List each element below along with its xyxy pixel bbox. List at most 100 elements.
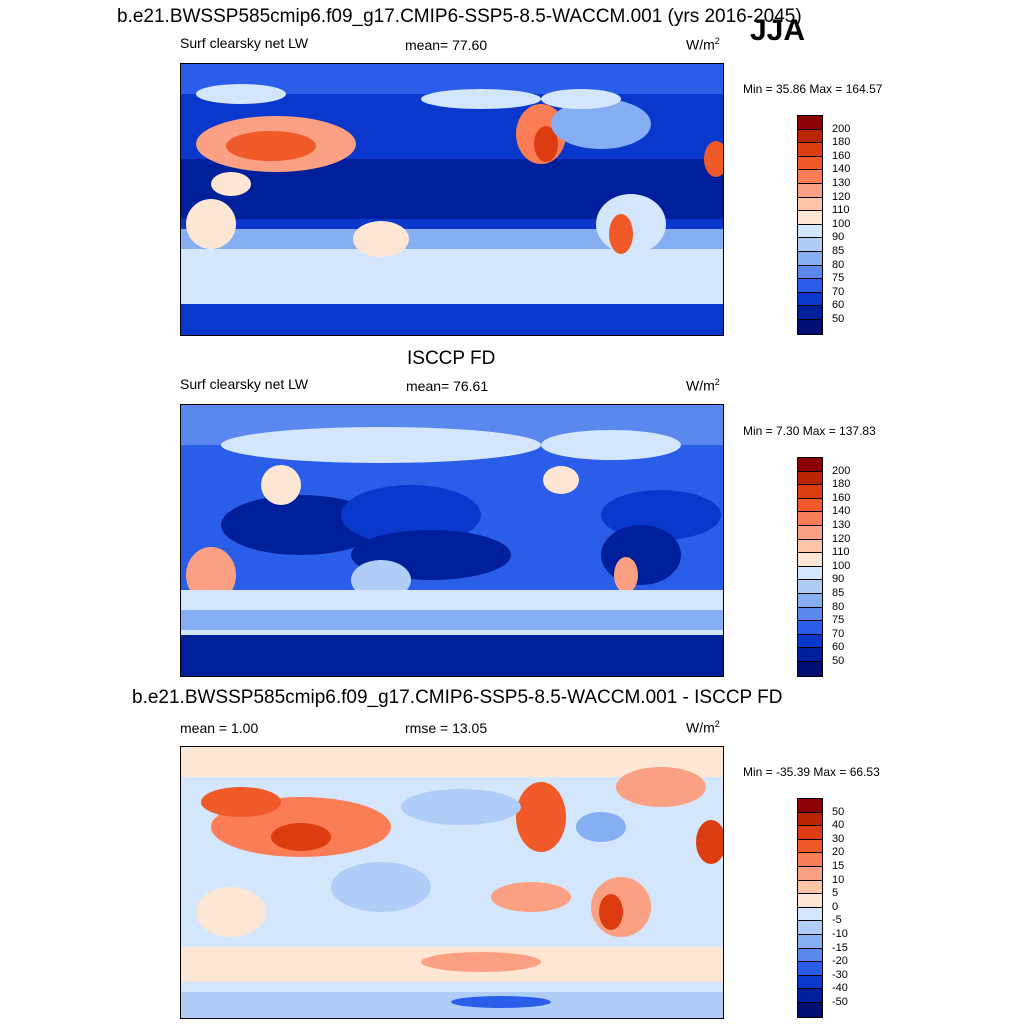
colorbar-swatch <box>798 498 822 513</box>
colorbar-tick-label: -5 <box>832 914 842 927</box>
colorbar-swatch <box>798 921 822 935</box>
colorbar-tick-label: 160 <box>832 149 851 162</box>
colorbar-tick-label: 100 <box>832 217 851 230</box>
colorbar-swatch <box>798 539 822 554</box>
panel2-map <box>180 404 724 677</box>
colorbar-swatch <box>798 934 822 949</box>
colorbar-tick-label: 50 <box>832 655 845 667</box>
colorbar-tick-label: 200 <box>832 122 851 135</box>
colorbar-swatch <box>798 566 822 581</box>
colorbar-tick-label: 160 <box>832 491 851 504</box>
panel1-units: W/m2 <box>686 36 720 53</box>
colorbar-swatch <box>798 129 822 144</box>
colorbar-tick-label: -30 <box>832 968 848 981</box>
colorbar-tick-label: 85 <box>832 245 845 257</box>
colorbar-swatch <box>798 948 822 963</box>
colorbar-tick-label: 60 <box>832 299 845 312</box>
colorbar-tick-label: -10 <box>832 928 848 940</box>
colorbar-swatch <box>798 880 822 895</box>
colorbar-swatch <box>798 485 822 499</box>
panel2-mean: mean= 76.61 <box>406 378 489 394</box>
colorbar-tick-label: 70 <box>832 285 845 298</box>
colorbar-swatch <box>798 621 822 635</box>
panel3-rmse: rmse = 13.05 <box>405 720 488 736</box>
colorbar-swatch <box>798 458 822 472</box>
colorbar-swatch <box>798 826 822 840</box>
colorbar-tick-label: 50 <box>832 805 845 818</box>
colorbar-tick-label: 15 <box>832 860 845 872</box>
colorbar-tick-label: 130 <box>832 519 851 531</box>
colorbar-tick-label: 140 <box>832 163 851 176</box>
colorbar-tick-label: 90 <box>832 231 845 244</box>
panel1-colorbar <box>797 115 823 335</box>
colorbar-swatch <box>798 319 822 334</box>
colorbar-tick-label: 200 <box>832 464 851 477</box>
colorbar-tick-label: 30 <box>832 832 845 845</box>
colorbar-swatch <box>798 853 822 867</box>
panel3-colorbar <box>797 798 823 1018</box>
panel1-title: b.e21.BWSSP585cmip6.f09_g17.CMIP6-SSP5-8… <box>117 6 802 27</box>
colorbar-swatch <box>798 197 822 212</box>
colorbar-swatch <box>798 648 822 662</box>
colorbar-tick-label: 5 <box>832 887 839 900</box>
colorbar-swatch <box>798 962 822 976</box>
panel2-units: W/m2 <box>686 377 720 394</box>
colorbar-swatch <box>798 471 822 486</box>
colorbar-swatch <box>798 975 822 990</box>
colorbar-tick-label: -20 <box>832 955 848 968</box>
colorbar-swatch <box>798 553 822 567</box>
colorbar-tick-label: 75 <box>832 614 845 627</box>
colorbar-tick-label: 75 <box>832 272 845 285</box>
colorbar-tick-label: -40 <box>832 982 848 995</box>
colorbar-tick-label: 60 <box>832 641 845 654</box>
colorbar-swatch <box>798 907 822 922</box>
colorbar-tick-label: 110 <box>832 204 850 217</box>
colorbar-swatch <box>798 251 822 266</box>
colorbar-tick-label: 120 <box>832 190 851 203</box>
colorbar-swatch <box>798 989 822 1003</box>
panel3-map <box>180 746 724 1019</box>
panel1-map-svg <box>181 64 723 335</box>
colorbar-swatch <box>798 183 822 198</box>
colorbar-swatch <box>798 238 822 252</box>
colorbar-tick-label: -50 <box>832 996 848 1008</box>
colorbar-swatch <box>798 525 822 540</box>
colorbar-tick-label: 0 <box>832 900 839 913</box>
colorbar-tick-label: 50 <box>832 313 845 325</box>
panel1-minmax: Min = 35.86 Max = 164.57 <box>743 82 883 96</box>
panel1-variable: Surf clearsky net LW <box>180 35 309 51</box>
colorbar-swatch <box>798 265 822 280</box>
colorbar-tick-label: 90 <box>832 573 845 586</box>
panel2-minmax: Min = 7.30 Max = 137.83 <box>743 424 876 438</box>
panel3-mean: mean = 1.00 <box>180 720 259 736</box>
colorbar-swatch <box>798 306 822 320</box>
panel2-variable: Surf clearsky net LW <box>180 376 309 392</box>
colorbar-tick-label: 85 <box>832 587 845 599</box>
colorbar-swatch <box>798 894 822 908</box>
colorbar-swatch <box>798 593 822 608</box>
colorbar-swatch <box>798 580 822 594</box>
panel3-map-svg <box>181 747 723 1018</box>
colorbar-swatch <box>798 116 822 130</box>
colorbar-swatch <box>798 607 822 622</box>
colorbar-swatch <box>798 170 822 184</box>
panel1-map <box>180 63 724 336</box>
colorbar-swatch <box>798 211 822 225</box>
colorbar-swatch <box>798 1002 822 1017</box>
colorbar-tick-label: 20 <box>832 846 845 859</box>
panel3-minmax: Min = -35.39 Max = 66.53 <box>743 765 880 779</box>
colorbar-swatch <box>798 512 822 526</box>
colorbar-swatch <box>798 156 822 171</box>
colorbar-tick-label: 40 <box>832 819 845 832</box>
colorbar-swatch <box>798 279 822 293</box>
colorbar-tick-label: 180 <box>832 478 851 491</box>
colorbar-tick-label: 120 <box>832 532 851 545</box>
colorbar-tick-label: 10 <box>832 873 845 886</box>
colorbar-swatch <box>798 799 822 813</box>
panel3-title: b.e21.BWSSP585cmip6.f09_g17.CMIP6-SSP5-8… <box>132 687 783 708</box>
colorbar-swatch <box>798 292 822 307</box>
colorbar-tick-label: 70 <box>832 627 845 640</box>
colorbar-swatch <box>798 224 822 239</box>
colorbar-tick-label: 100 <box>832 559 851 572</box>
colorbar-tick-label: 130 <box>832 177 851 189</box>
